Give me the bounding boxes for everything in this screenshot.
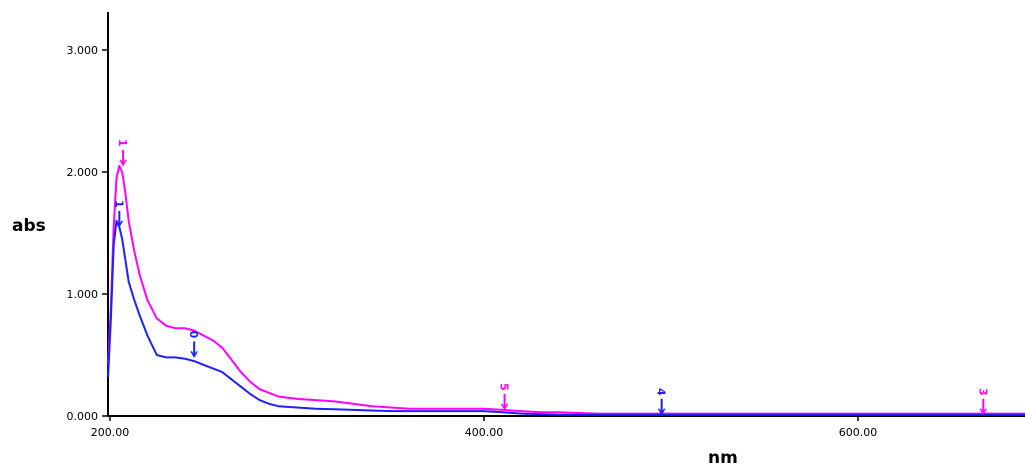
x-tick-label: 400.00 bbox=[465, 426, 504, 439]
peak-marker: 4 bbox=[655, 388, 668, 416]
x-ticks: 200.00 400.00 600.00 bbox=[91, 416, 878, 439]
peak-markers: 1 1 0 5 4 3 bbox=[112, 139, 989, 416]
series-layer bbox=[107, 164, 1025, 416]
peak-marker: 5 bbox=[498, 383, 511, 411]
series-line-0 bbox=[107, 164, 1025, 415]
series-line-1 bbox=[107, 219, 1025, 416]
peak-marker-arrow bbox=[979, 408, 987, 416]
y-tick-label: 2.000 bbox=[67, 166, 99, 179]
peak-label: 5 bbox=[498, 383, 511, 391]
peak-label: 0 bbox=[187, 331, 200, 339]
peak-label: 4 bbox=[655, 388, 668, 396]
peak-marker-arrow bbox=[115, 220, 123, 228]
y-ticks: 0.000 1.000 2.000 3.000 bbox=[67, 44, 108, 423]
x-tick-label: 200.00 bbox=[91, 426, 130, 439]
peak-marker: 0 bbox=[187, 331, 200, 358]
peak-marker: 1 bbox=[112, 200, 125, 228]
x-tick-label: 600.00 bbox=[839, 426, 878, 439]
axes bbox=[107, 12, 1025, 417]
peak-label: 1 bbox=[112, 200, 125, 208]
peak-label: 3 bbox=[976, 388, 989, 396]
x-axis-title: nm bbox=[708, 448, 738, 466]
y-tick-label: 1.000 bbox=[67, 288, 99, 301]
y-tick-label: 0.000 bbox=[67, 410, 99, 423]
peak-label: 1 bbox=[116, 139, 129, 147]
peak-marker-arrow bbox=[190, 351, 198, 358]
peak-marker-arrow bbox=[500, 403, 509, 411]
y-tick-label: 3.000 bbox=[67, 44, 99, 57]
peak-marker-arrow bbox=[119, 159, 127, 167]
peak-marker: 3 bbox=[976, 388, 989, 416]
peak-marker-arrow bbox=[658, 408, 666, 416]
y-axis-title: abs bbox=[12, 216, 46, 236]
peak-marker: 1 bbox=[116, 139, 129, 167]
